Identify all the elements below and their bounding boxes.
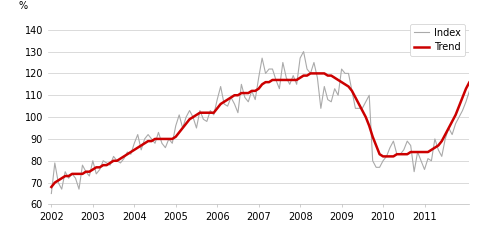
Trend [207, 111, 213, 114]
Index [207, 109, 213, 112]
Trend [76, 172, 82, 175]
Index [460, 109, 466, 112]
Line: Index: Index [51, 39, 479, 194]
Index [470, 94, 476, 97]
Index [76, 188, 82, 191]
Line: Trend: Trend [51, 65, 479, 187]
Legend: Index, Trend: Index, Trend [411, 24, 465, 56]
Index [48, 192, 54, 195]
Trend [460, 96, 466, 99]
Trend [470, 76, 476, 79]
Trend [48, 186, 54, 188]
Index [52, 161, 57, 164]
Y-axis label: %: % [18, 1, 27, 11]
Trend [52, 181, 57, 184]
